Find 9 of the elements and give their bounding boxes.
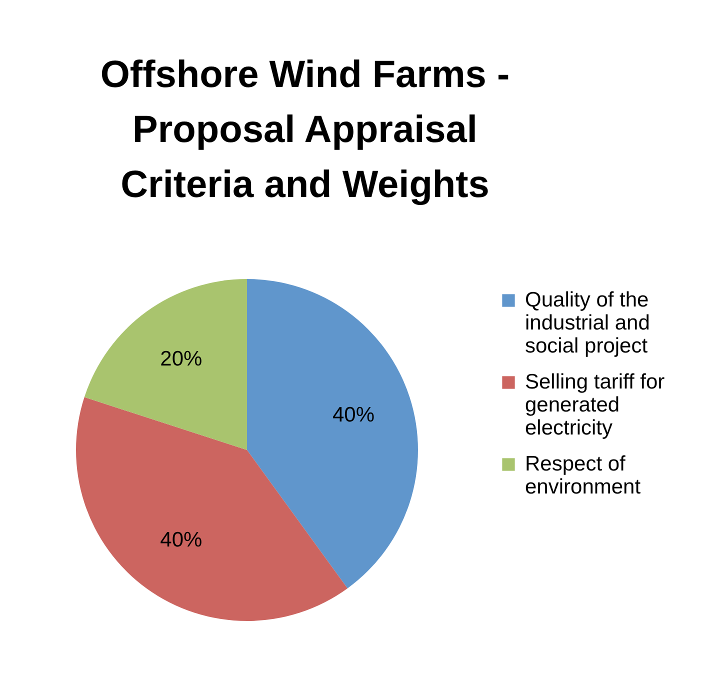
legend-label: Quality of the industrial and social project <box>525 288 650 358</box>
legend-label: Selling tariff for generated electricity <box>525 370 665 440</box>
pie-slice <box>84 279 247 450</box>
data-label: 20% <box>160 347 202 370</box>
pie-slice <box>247 279 418 588</box>
data-label: 40% <box>160 528 202 552</box>
data-label: 40% <box>332 403 375 426</box>
legend-label: Respect of environment <box>525 452 641 498</box>
chart-title: Offshore Wind Farms - Proposal Appraisal Criteria and Weights <box>100 54 510 206</box>
